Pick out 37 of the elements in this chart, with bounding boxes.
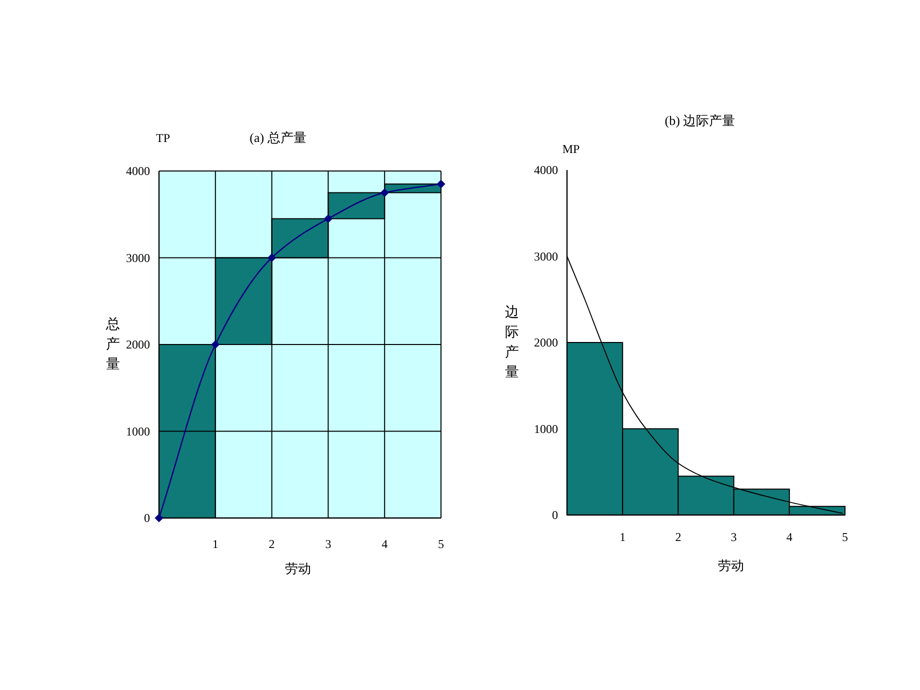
y-axis-title: 总产量 bbox=[105, 316, 120, 372]
point bbox=[436, 180, 446, 188]
y-axis-title: 边际产量 bbox=[505, 304, 519, 380]
x-tick-label: 2 bbox=[675, 530, 682, 544]
x-tick-label: 5 bbox=[438, 537, 444, 551]
x-tick-label: 3 bbox=[730, 530, 737, 544]
x-tick-label: 1 bbox=[212, 537, 218, 551]
y-tick-label: 4000 bbox=[534, 163, 558, 177]
y-tick-label: 2000 bbox=[534, 336, 558, 350]
bar bbox=[214, 257, 272, 345]
text: TP bbox=[156, 131, 170, 145]
x-tick-label: 4 bbox=[382, 537, 388, 551]
text: MP bbox=[562, 142, 580, 156]
bar bbox=[271, 218, 329, 258]
y-tick-label: 0 bbox=[552, 508, 558, 522]
point bbox=[380, 188, 389, 197]
bar bbox=[328, 192, 386, 220]
y-tick-label: 3000 bbox=[126, 250, 150, 265]
x-tick-label: 2 bbox=[268, 537, 275, 551]
y-tick-label: 3000 bbox=[534, 249, 558, 264]
y-tick-label: 0 bbox=[144, 511, 150, 525]
chart-title: (b) 边际产量 bbox=[664, 113, 736, 128]
x-tick-label: 4 bbox=[786, 530, 792, 544]
x-axis-title: 劳动 bbox=[285, 561, 311, 576]
y-tick-label: 4000 bbox=[126, 164, 150, 178]
point bbox=[154, 514, 164, 522]
y-tick-label: 1000 bbox=[534, 422, 558, 436]
x-tick-label: 5 bbox=[842, 530, 848, 544]
y-tick-label: 1000 bbox=[126, 424, 150, 438]
point bbox=[324, 214, 332, 224]
x-tick-label: 1 bbox=[620, 530, 626, 544]
point bbox=[211, 340, 220, 349]
point bbox=[268, 253, 276, 262]
x-tick-label: 3 bbox=[325, 537, 332, 551]
x-axis-title: 劳动 bbox=[718, 558, 744, 573]
y-tick-label: 2000 bbox=[126, 338, 150, 352]
chart-title: (a) 总产量 bbox=[250, 130, 306, 145]
